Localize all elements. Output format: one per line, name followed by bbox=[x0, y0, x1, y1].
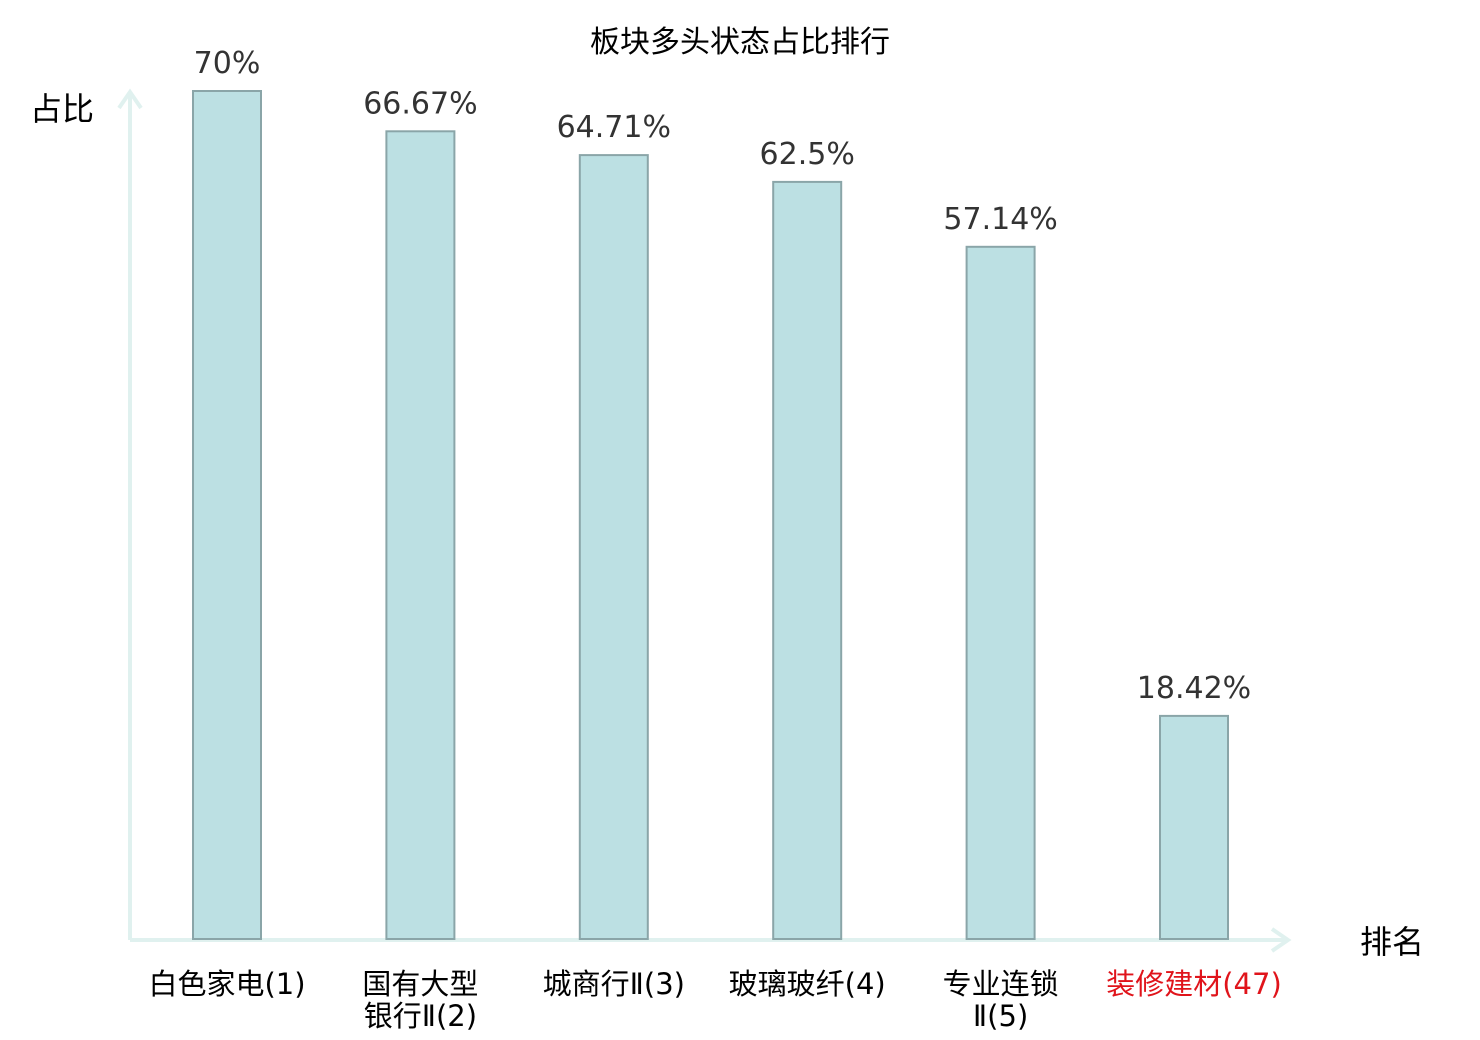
x-axis bbox=[130, 927, 1292, 953]
bar-value-label: 57.14% bbox=[943, 202, 1057, 237]
bar-value-label: 70% bbox=[194, 46, 261, 81]
category-label: 白色家电(1) bbox=[148, 967, 305, 1001]
bar bbox=[1159, 714, 1229, 941]
chart-title: 板块多头状态占比排行 bbox=[590, 25, 890, 60]
bar bbox=[192, 90, 262, 940]
category-label: Ⅱ(5) bbox=[973, 999, 1028, 1033]
bar-value-label: 62.5% bbox=[760, 137, 855, 172]
category-label: 玻璃玻纤(4) bbox=[729, 967, 886, 1001]
y-axis bbox=[117, 88, 143, 940]
category-label: 装修建材(47) bbox=[1106, 967, 1282, 1001]
y-axis-label: 占比 bbox=[30, 90, 94, 128]
x-axis-arrowhead bbox=[1270, 927, 1292, 953]
bar-value-label: 66.67% bbox=[363, 86, 477, 121]
bar bbox=[578, 154, 649, 941]
bar-value-label: 64.71% bbox=[557, 110, 671, 145]
bar bbox=[385, 130, 456, 941]
category-label: 银行Ⅱ(2) bbox=[364, 999, 477, 1033]
x-axis-label: 排名 bbox=[1360, 923, 1424, 961]
y-axis-arrowhead bbox=[117, 88, 143, 110]
category-label: 专业连锁 bbox=[943, 967, 1059, 1001]
value-labels-group: 70% 66.67% 64.71% 62.5% 57.14% 18.42% bbox=[194, 46, 1252, 706]
bar bbox=[965, 245, 1036, 941]
bars-group bbox=[192, 90, 1229, 941]
category-label: 城商行Ⅱ(3) bbox=[543, 967, 685, 1001]
bar-value-label: 18.42% bbox=[1137, 671, 1251, 706]
bar bbox=[772, 180, 843, 940]
category-label: 国有大型 bbox=[362, 967, 478, 1001]
